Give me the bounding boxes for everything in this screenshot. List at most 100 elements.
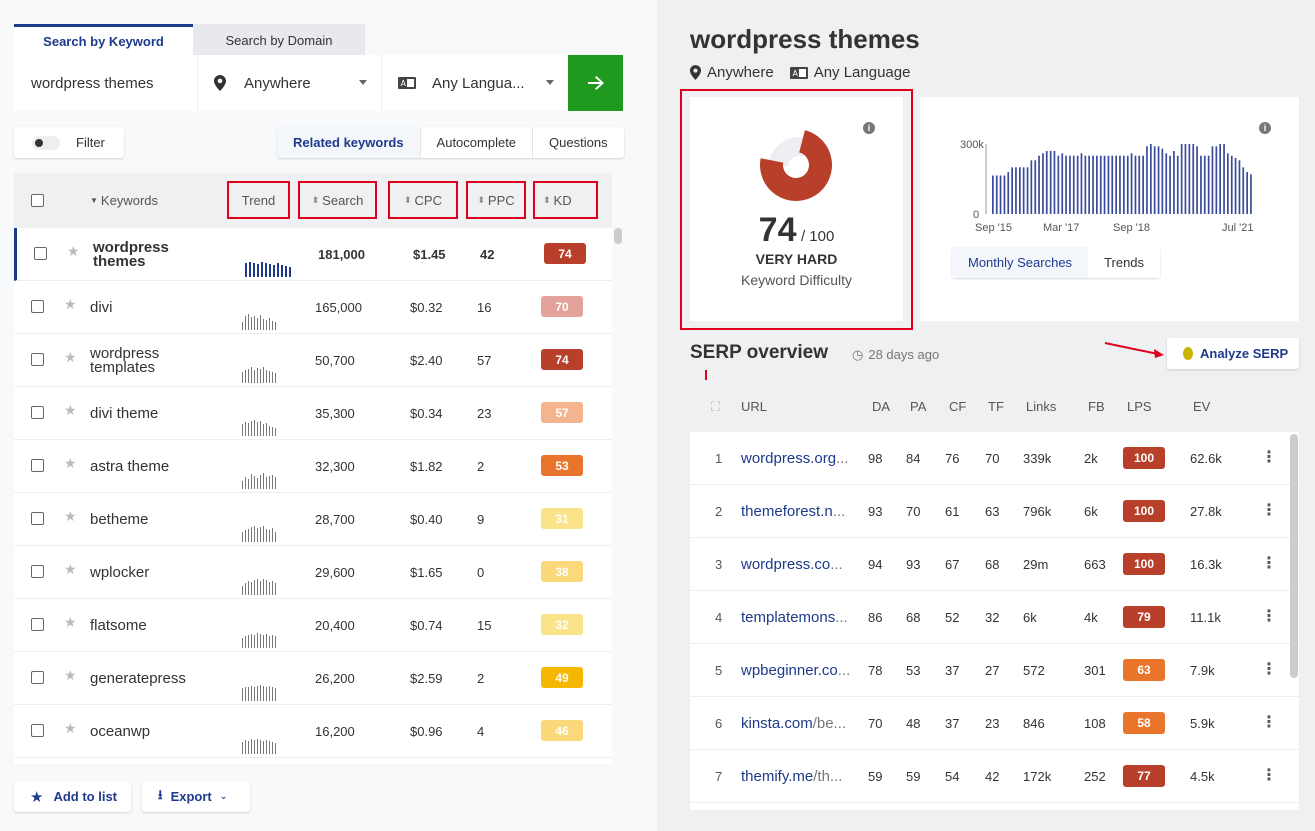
more-options-icon[interactable]: ⋮ [1261, 714, 1277, 731]
more-options-icon[interactable]: ⋮ [1261, 608, 1277, 625]
table-row[interactable]: ★ oceanwp 16,200 $0.96 4 46 [14, 705, 612, 758]
table-row[interactable]: ★ wplocker 29,600 $1.65 0 38 [14, 546, 612, 599]
serp-row[interactable]: 1 wordpress.org... 98 84 76 70 339k 2k 100 62.6k ⋮ [690, 432, 1299, 485]
star-icon[interactable]: ★ [64, 614, 77, 630]
column-keywords[interactable]: ▼ Keywords [90, 173, 158, 228]
serp-url-link[interactable]: wordpress.co... [741, 538, 843, 591]
row-checkbox[interactable] [34, 247, 47, 260]
info-icon[interactable]: i [863, 122, 875, 134]
row-checkbox[interactable] [31, 459, 44, 472]
serp-row[interactable]: 4 templatemons... 86 68 52 32 6k 4k 79 11.1k ⋮ [690, 591, 1299, 644]
star-icon[interactable]: ★ [64, 667, 77, 683]
table-row[interactable]: ★ divi theme 35,300 $0.34 23 57 [14, 387, 612, 440]
serp-url-link[interactable]: wordpress.org... [741, 432, 849, 485]
serp-url-link[interactable]: themeforest.n... [741, 485, 845, 538]
table-row[interactable]: ★ wordpress templates 50,700 $2.40 57 74 [14, 334, 612, 387]
toggle-switch[interactable] [32, 135, 60, 150]
keyword-cell[interactable]: betheme [90, 510, 149, 528]
star-icon[interactable]: ★ [64, 720, 77, 736]
row-checkbox[interactable] [31, 300, 44, 313]
trend-bar [245, 530, 246, 542]
serp-col-da[interactable]: DA [872, 399, 891, 414]
info-icon[interactable]: i [1259, 122, 1271, 134]
more-options-icon[interactable]: ⋮ [1261, 661, 1277, 678]
add-to-list-button[interactable]: ★ Add to list [14, 781, 131, 812]
serp-col-fb[interactable]: FB [1088, 399, 1105, 414]
serp-pa: 70 [906, 504, 921, 519]
table-row[interactable]: ★ betheme 28,700 $0.40 9 31 [14, 493, 612, 546]
star-icon[interactable]: ★ [64, 296, 77, 312]
keyword-cell[interactable]: wplocker [90, 563, 150, 581]
serp-row[interactable]: 3 wordpress.co... 94 93 67 68 29m 663 100 16.3k ⋮ [690, 538, 1299, 591]
keyword-cell[interactable]: oceanwp [90, 722, 151, 740]
serp-col-pa[interactable]: PA [910, 399, 927, 414]
serp-col-ev[interactable]: EV [1193, 399, 1211, 414]
column-ppc[interactable]: ⬍ PPC [466, 181, 526, 219]
more-options-icon[interactable]: ⋮ [1261, 502, 1277, 519]
select-all-checkbox[interactable] [31, 194, 44, 207]
star-icon[interactable]: ★ [64, 508, 77, 524]
more-options-icon[interactable]: ⋮ [1261, 767, 1277, 784]
tab-questions[interactable]: Questions [549, 135, 608, 150]
tab-related-keywords[interactable]: Related keywords [277, 127, 421, 158]
row-checkbox[interactable] [31, 724, 44, 737]
serp-scrollbar[interactable] [1290, 434, 1298, 678]
keyword-cell[interactable]: flatsome [90, 616, 147, 634]
serp-col-tf[interactable]: TF [988, 399, 1004, 414]
star-icon[interactable]: ★ [64, 349, 77, 365]
serp-row[interactable]: 2 themeforest.n... 93 70 61 63 796k 6k 100 27.8k ⋮ [690, 485, 1299, 538]
table-scrollbar[interactable] [614, 228, 622, 244]
tab-search-by-domain[interactable]: Search by Domain [193, 24, 365, 56]
column-kd[interactable]: ⬍ KD [533, 181, 598, 219]
serp-url-link[interactable]: themify.me/th... [741, 750, 842, 803]
analyze-serp-button[interactable]: Analyze SERP [1167, 338, 1299, 369]
serp-url-link[interactable]: kinsta.com/be... [741, 697, 846, 750]
table-row[interactable]: ★ generatepress 26,200 $2.59 2 49 [14, 652, 612, 705]
expand-icon[interactable]: ⛶ [711, 399, 721, 414]
filter-toggle[interactable]: Filter [14, 127, 124, 158]
star-icon[interactable]: ★ [64, 561, 77, 577]
keyword-cell[interactable]: divi [90, 298, 113, 316]
serp-url-link[interactable]: wpbeginner.co... [741, 644, 850, 697]
column-trend[interactable]: Trend [227, 181, 290, 219]
keyword-cell[interactable]: wordpress templates [90, 344, 160, 376]
keyword-cell[interactable]: divi theme [90, 404, 159, 422]
export-button[interactable]: ⭳ Export ⌄ [142, 781, 250, 812]
table-row[interactable]: ★ astra theme 32,300 $1.82 2 53 [14, 440, 612, 493]
row-checkbox[interactable] [31, 406, 44, 419]
tab-trends[interactable]: Trends [1088, 247, 1161, 278]
keyword-cell[interactable]: astra theme [90, 457, 170, 475]
keyword-cell[interactable]: generatepress [90, 669, 186, 687]
serp-col-cf[interactable]: CF [949, 399, 967, 414]
star-icon[interactable]: ★ [67, 243, 80, 259]
table-row[interactable]: ★ wordpress themes 181,000 $1.45 42 74 [14, 228, 612, 281]
location-select[interactable]: Anywhere [198, 55, 382, 111]
tab-autocomplete[interactable]: Autocomplete [421, 127, 534, 158]
search-go-button[interactable] [568, 55, 623, 111]
table-row[interactable]: ★ divi 165,000 $0.32 16 70 [14, 281, 612, 334]
serp-col-links[interactable]: Links [1026, 399, 1057, 414]
language-select[interactable]: A Any Langua... [382, 55, 568, 111]
serp-row[interactable]: 7 themify.me/th... 59 59 54 42 172k 252 77 4.5k ⋮ [690, 750, 1299, 803]
row-checkbox[interactable] [31, 512, 44, 525]
serp-url-link[interactable]: templatemons... [741, 591, 848, 644]
keyword-input[interactable]: wordpress themes [14, 55, 198, 111]
serp-row[interactable]: 6 kinsta.com/be... 70 48 37 23 846 108 58 5.9k ⋮ [690, 697, 1299, 750]
tab-search-by-keyword[interactable]: Search by Keyword [14, 24, 193, 56]
more-options-icon[interactable]: ⋮ [1261, 555, 1277, 572]
row-checkbox[interactable] [31, 565, 44, 578]
serp-col-lps[interactable]: LPS [1127, 399, 1152, 414]
more-options-icon[interactable]: ⋮ [1261, 449, 1277, 466]
row-checkbox[interactable] [31, 618, 44, 631]
serp-col-url[interactable]: URL [741, 399, 768, 414]
column-search[interactable]: ⬍ Search [298, 181, 377, 219]
serp-row[interactable]: 5 wpbeginner.co... 78 53 37 27 572 301 63 7.9k ⋮ [690, 644, 1299, 697]
star-icon[interactable]: ★ [64, 402, 77, 418]
keyword-cell[interactable]: wordpress themes [93, 238, 169, 270]
row-checkbox[interactable] [31, 353, 44, 366]
row-checkbox[interactable] [31, 671, 44, 684]
tab-monthly-searches[interactable]: Monthly Searches [952, 247, 1089, 278]
star-icon[interactable]: ★ [64, 455, 77, 471]
table-row[interactable]: ★ flatsome 20,400 $0.74 15 32 [14, 599, 612, 652]
column-cpc[interactable]: ⬍ CPC [388, 181, 458, 219]
